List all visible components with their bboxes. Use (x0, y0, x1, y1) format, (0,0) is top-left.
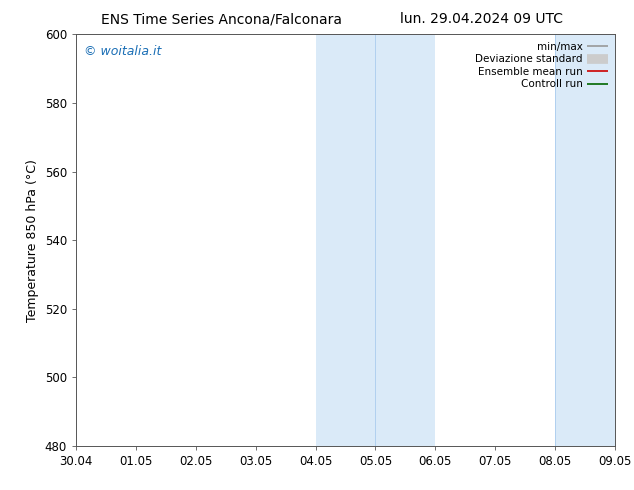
Text: © woitalia.it: © woitalia.it (84, 45, 162, 58)
Text: lun. 29.04.2024 09 UTC: lun. 29.04.2024 09 UTC (400, 12, 564, 26)
Text: ENS Time Series Ancona/Falconara: ENS Time Series Ancona/Falconara (101, 12, 342, 26)
Bar (555, 34, 615, 446)
Bar (316, 34, 436, 446)
Legend: min/max, Deviazione standard, Ensemble mean run, Controll run: min/max, Deviazione standard, Ensemble m… (473, 40, 610, 92)
Y-axis label: Temperature 850 hPa (°C): Temperature 850 hPa (°C) (26, 159, 39, 321)
